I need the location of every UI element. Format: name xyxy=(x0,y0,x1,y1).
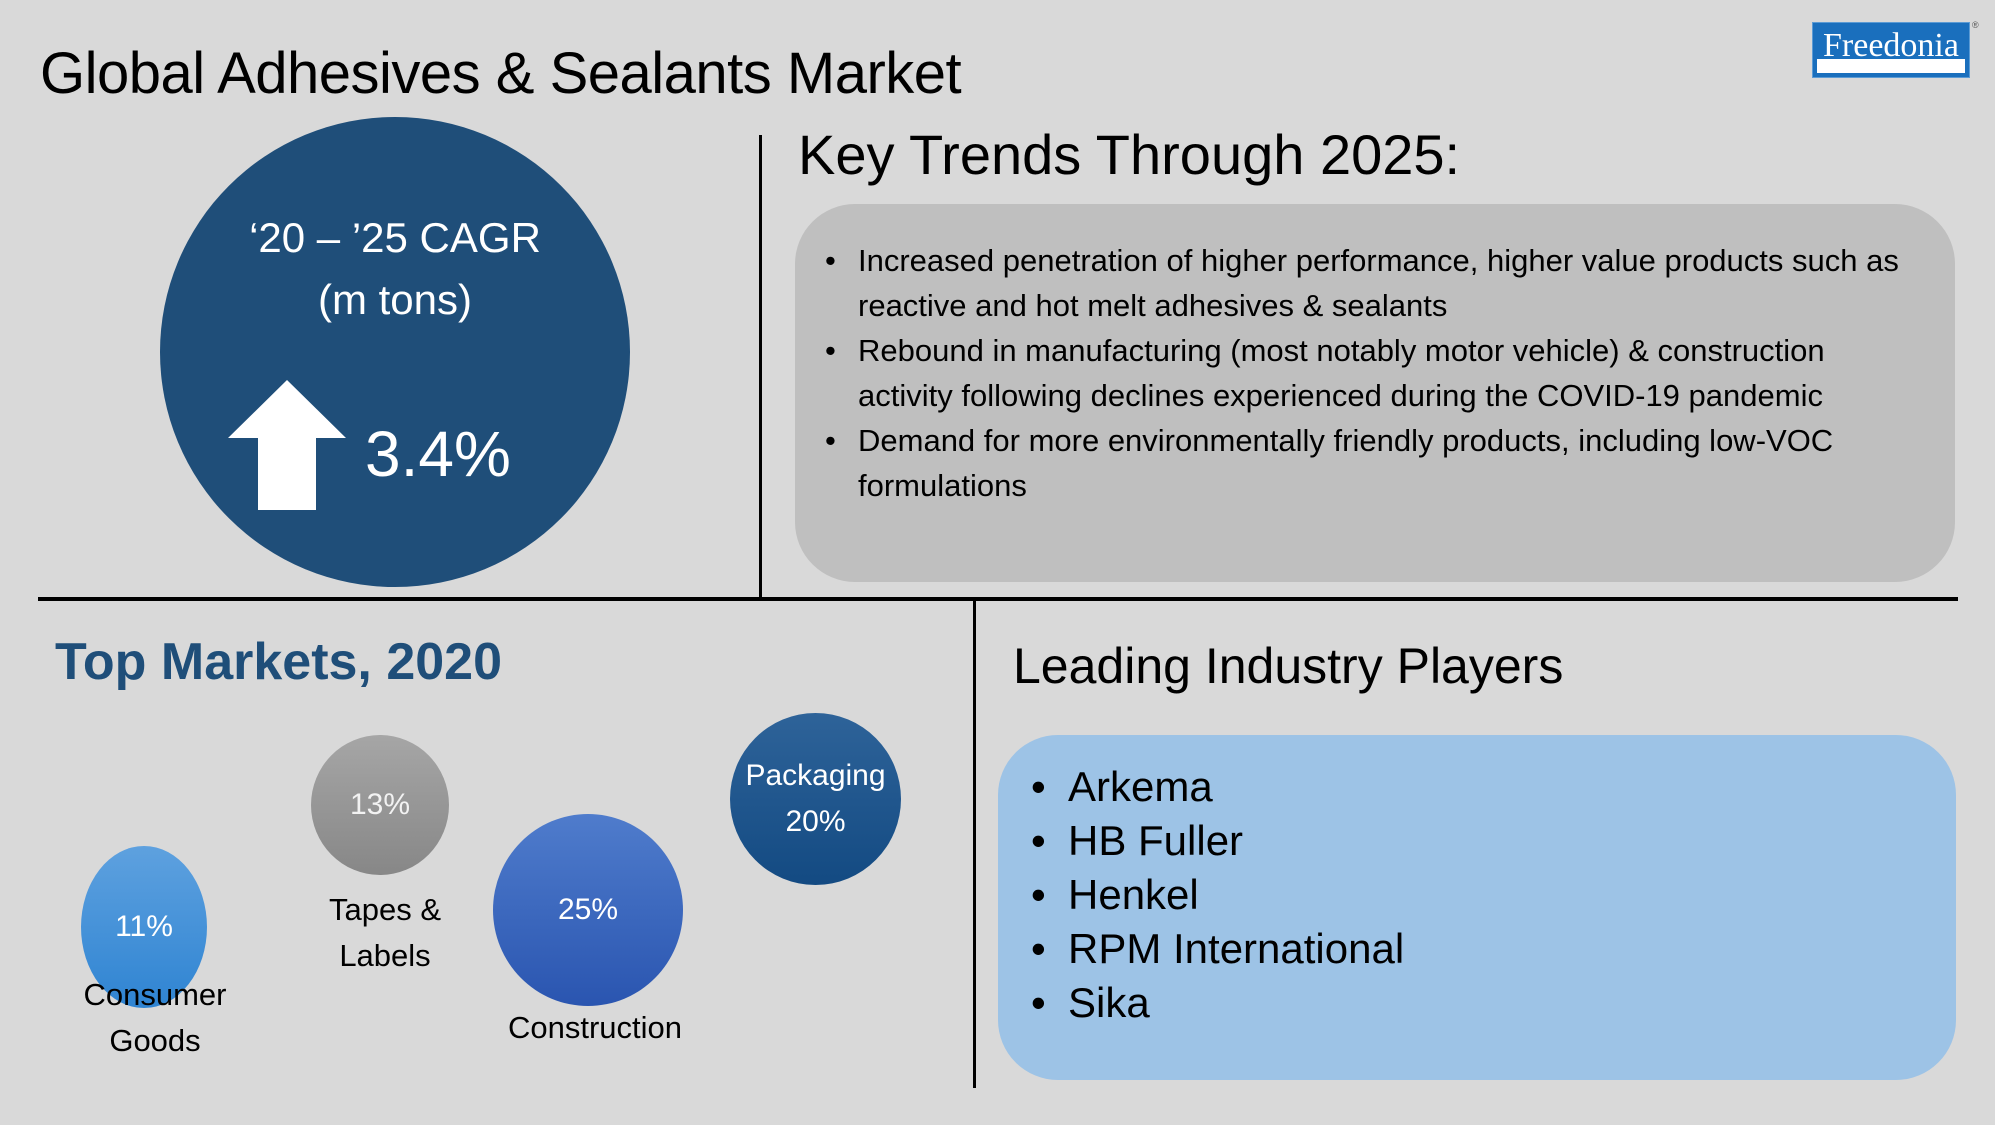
player-item: • RPM International xyxy=(1031,922,1956,976)
cagr-label-unit: (m tons) xyxy=(317,276,472,323)
trends-heading: Key Trends Through 2025: xyxy=(798,123,1461,186)
bubble-label-consumer-goods: Consumer Goods xyxy=(60,972,250,1064)
trends-list: • Increased penetration of higher perform… xyxy=(825,238,1905,508)
label-line: Tapes & xyxy=(328,892,441,927)
trend-text: Increased penetration of higher performa… xyxy=(858,243,1899,323)
players-heading: Leading Industry Players xyxy=(1013,638,1564,694)
bubble-name: Packaging xyxy=(745,759,886,792)
bullet-icon: • xyxy=(825,423,836,458)
player-name: HB Fuller xyxy=(1068,817,1244,864)
player-name: Sika xyxy=(1068,979,1150,1026)
bullet-icon: • xyxy=(1031,763,1046,810)
trend-text: Rebound in manufacturing (most notably m… xyxy=(858,333,1825,413)
logo-strip xyxy=(1817,59,1965,73)
cagr-value: 3.4% xyxy=(365,418,511,490)
bullet-icon: • xyxy=(1031,817,1046,864)
bubble-share: 25% xyxy=(557,893,619,926)
trend-item: • Increased penetration of higher perform… xyxy=(825,238,1905,328)
arrow-up-icon xyxy=(228,380,346,510)
bubble-share: 13% xyxy=(349,788,411,821)
trend-text: Demand for more environmentally friendly… xyxy=(858,423,1834,503)
trend-item: • Demand for more environmentally friendl… xyxy=(825,418,1905,508)
player-item: • Henkel xyxy=(1031,868,1956,922)
bubble-consumer-goods: 11% xyxy=(81,846,207,1008)
bubble-construction: 25% xyxy=(493,814,683,1006)
trend-item: • Rebound in manufacturing (most notably … xyxy=(825,328,1905,418)
bubble-share: 11% xyxy=(115,910,173,943)
bullet-icon: • xyxy=(825,243,836,278)
bubble-packaging: Packaging 20% xyxy=(730,713,901,885)
cagr-label-period: ‘20 – ’25 CAGR xyxy=(249,214,541,261)
cagr-circle: ‘20 – ’25 CAGR (m tons) 3.4% xyxy=(160,117,630,587)
page-title: Global Adhesives & Sealants Market xyxy=(40,41,962,106)
divider-horizontal xyxy=(38,597,1958,601)
player-name: Henkel xyxy=(1068,871,1199,918)
divider-vertical-top xyxy=(759,135,762,599)
label-line: Goods xyxy=(109,1023,201,1058)
player-item: • Sika xyxy=(1031,976,1956,1030)
cagr-label: ‘20 – ’25 CAGR (m tons) xyxy=(160,207,630,331)
label-line: Consumer xyxy=(83,977,227,1012)
bullet-icon: • xyxy=(1031,925,1046,972)
registered-mark: ® xyxy=(1972,20,1979,30)
player-item: • HB Fuller xyxy=(1031,814,1956,868)
bullet-icon: • xyxy=(1031,871,1046,918)
label-line: Labels xyxy=(339,938,431,973)
bullet-icon: • xyxy=(825,333,836,368)
players-panel: • Arkema • HB Fuller • Henkel • RPM Internat… xyxy=(998,735,1956,1080)
bubble-share: 20% xyxy=(785,805,846,838)
trends-panel: • Increased penetration of higher perform… xyxy=(795,204,1955,582)
divider-vertical-bottom xyxy=(973,601,976,1088)
label-line: Construction xyxy=(507,1010,683,1045)
bullet-icon: • xyxy=(1031,979,1046,1026)
player-item: • Arkema xyxy=(1031,760,1956,814)
logo-text: Freedonia xyxy=(1823,27,1959,64)
player-name: Arkema xyxy=(1068,763,1213,810)
markets-heading: Top Markets, 2020 xyxy=(55,633,503,691)
bubble-label-construction: Construction xyxy=(475,1005,715,1051)
player-name: RPM International xyxy=(1068,925,1405,972)
players-list: • Arkema • HB Fuller • Henkel • RPM Internat… xyxy=(1031,760,1956,1030)
bubble-tapes-labels: 13% xyxy=(311,735,449,875)
bubble-label-tapes-labels: Tapes & Labels xyxy=(300,887,470,979)
freedonia-logo: Freedonia xyxy=(1812,22,1970,78)
